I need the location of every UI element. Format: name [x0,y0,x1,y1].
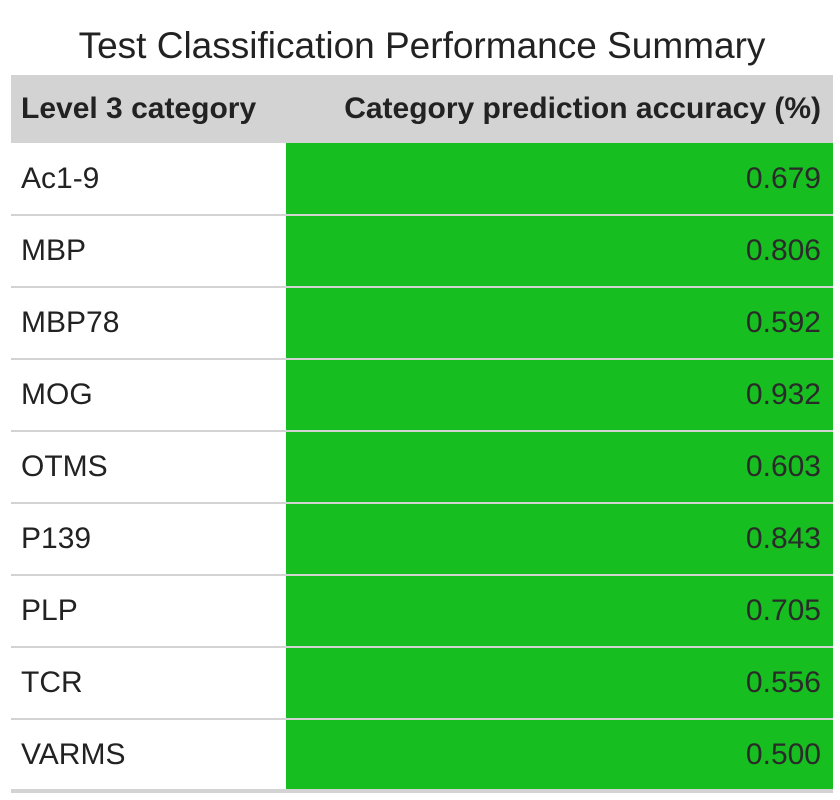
table-row: MBP78 0.592 [11,287,833,360]
table-row: OTMS 0.603 [11,431,833,504]
category-cell: MOG [11,359,286,432]
column-header-category: Level 3 category [21,92,257,125]
accuracy-cell: 0.500 [286,719,833,793]
table-row: VARMS 0.500 [11,719,833,793]
table-body: Ac1-9 0.679 MBP 0.806 MBP78 0.592 MOG 0.932 OTMS… [11,143,833,793]
table-row: MOG 0.932 [11,359,833,432]
table-container: Test Classification Performance Summary … [11,0,833,793]
column-header-accuracy: Category prediction accuracy (%) [344,92,821,125]
accuracy-cell: 0.843 [286,503,833,576]
category-cell: MBP [11,215,286,288]
category-cell: PLP [11,575,286,648]
accuracy-cell: 0.603 [286,431,833,504]
category-cell: OTMS [11,431,286,504]
table-row: Ac1-9 0.679 [11,143,833,216]
category-cell: TCR [11,647,286,720]
accuracy-cell: 0.679 [286,143,833,216]
category-cell: MBP78 [11,287,286,360]
category-cell: Ac1-9 [11,143,286,216]
table-row: TCR 0.556 [11,647,833,720]
table-row: MBP 0.806 [11,215,833,288]
category-cell: P139 [11,503,286,576]
accuracy-cell: 0.806 [286,215,833,288]
accuracy-cell: 0.556 [286,647,833,720]
table-row: P139 0.843 [11,503,833,576]
header-row: Level 3 category Category prediction acc… [11,75,833,143]
table-row: PLP 0.705 [11,575,833,648]
table-title: Test Classification Performance Summary [78,25,766,66]
performance-table: Level 3 category Category prediction acc… [11,75,833,793]
accuracy-cell: 0.932 [286,359,833,432]
accuracy-cell: 0.705 [286,575,833,648]
category-cell: VARMS [11,719,286,793]
accuracy-cell: 0.592 [286,287,833,360]
